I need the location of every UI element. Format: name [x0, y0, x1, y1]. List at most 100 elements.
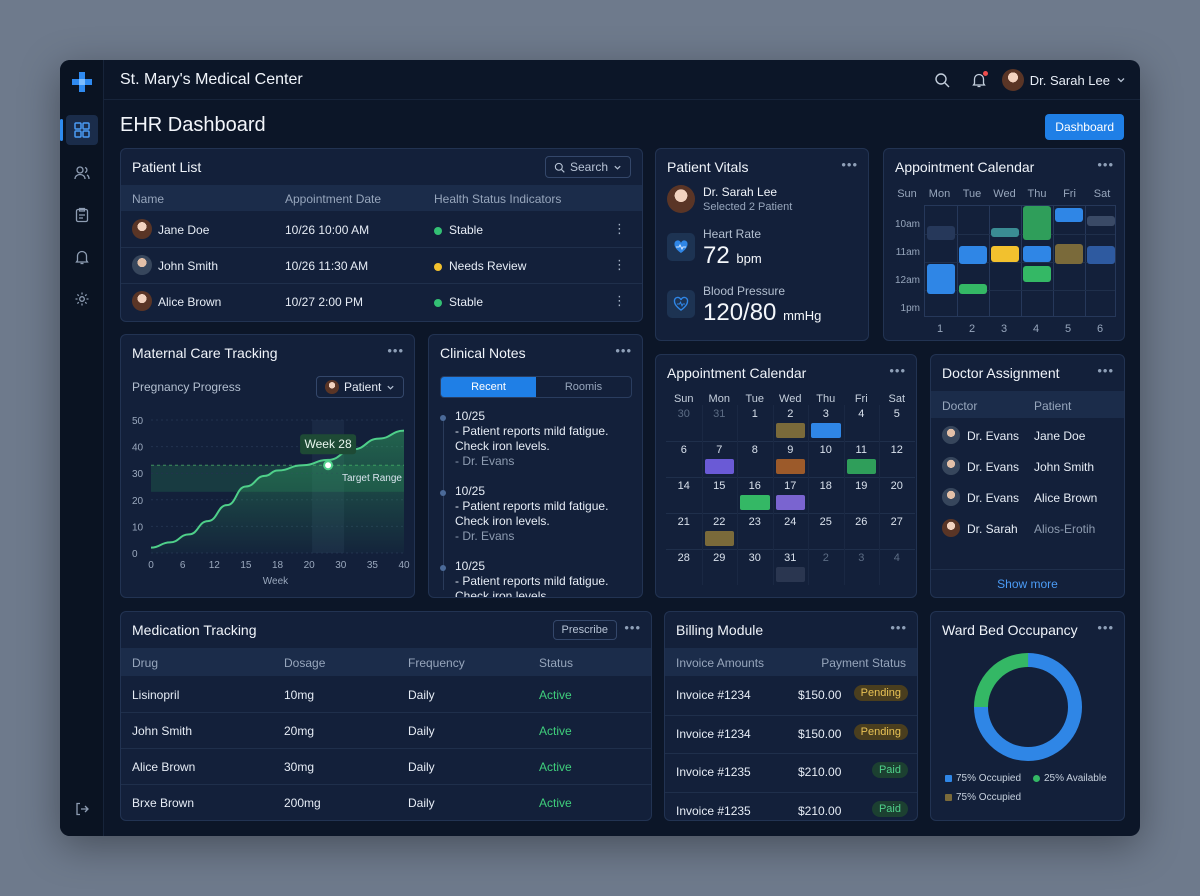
user-menu[interactable]: Dr. Sarah Lee — [1001, 68, 1126, 92]
more-options-icon[interactable]: ••• — [624, 620, 641, 635]
calendar-day[interactable]: 24 — [773, 513, 809, 549]
row-menu-icon[interactable]: ⋮ — [613, 221, 626, 236]
calendar-day[interactable]: 14 — [666, 477, 702, 513]
sidebar-item-records[interactable] — [66, 200, 98, 230]
note-item[interactable]: 10/25- Patient reports mild fatigue. Chec… — [455, 484, 640, 544]
calendar-event[interactable] — [1087, 246, 1115, 264]
table-row[interactable]: Lisinopril 10mg Daily Active — [121, 676, 651, 712]
calendar-day[interactable]: 12 — [879, 441, 915, 477]
calendar-day[interactable]: 27 — [879, 513, 915, 549]
calendar-event[interactable] — [811, 423, 841, 438]
calendar-event[interactable] — [1087, 216, 1115, 226]
calendar-event[interactable] — [846, 459, 876, 474]
table-row[interactable]: Alice Brown 30mg Daily Active — [121, 748, 651, 784]
calendar-day[interactable]: 3 — [808, 405, 844, 441]
more-options-icon[interactable]: ••• — [1097, 363, 1114, 378]
calendar-event[interactable] — [927, 264, 955, 294]
search-icon[interactable] — [932, 70, 952, 90]
calendar-event[interactable] — [927, 226, 955, 240]
notification-bell-icon[interactable] — [969, 70, 989, 90]
calendar-day[interactable]: 9 — [773, 441, 809, 477]
calendar-event[interactable] — [775, 495, 805, 510]
calendar-day[interactable]: 15 — [702, 477, 738, 513]
calendar-day[interactable]: 26 — [844, 513, 880, 549]
more-options-icon[interactable]: ••• — [841, 157, 858, 172]
patient-search-dropdown[interactable]: Search — [545, 156, 631, 178]
table-row[interactable]: Alice Brown 10/27 2:00 PM Stable ⋮ — [121, 283, 642, 319]
calendar-day[interactable]: 3 — [844, 549, 880, 585]
more-options-icon[interactable]: ••• — [615, 343, 632, 358]
calendar-event[interactable] — [991, 246, 1019, 262]
table-row[interactable]: Brxe Brown 200mg Daily Active — [121, 784, 651, 820]
calendar-day[interactable]: 16 — [737, 477, 773, 513]
sidebar-item-dashboard[interactable] — [60, 115, 98, 145]
more-options-icon[interactable]: ••• — [1097, 620, 1114, 635]
calendar-day[interactable]: 17 — [773, 477, 809, 513]
calendar-event[interactable] — [740, 495, 770, 510]
calendar-day[interactable]: 7 — [702, 441, 738, 477]
more-options-icon[interactable]: ••• — [387, 343, 404, 358]
sidebar-item-notifications[interactable] — [66, 242, 98, 272]
calendar-day[interactable]: 20 — [879, 477, 915, 513]
table-row[interactable]: Invoice #1234 $150.00 Pending — [665, 715, 917, 753]
more-options-icon[interactable]: ••• — [890, 620, 907, 635]
calendar-event[interactable] — [959, 246, 987, 264]
table-row[interactable]: John Smith 10/26 11:30 AM Needs Review ⋮ — [121, 247, 642, 283]
calendar-event[interactable] — [704, 531, 734, 546]
table-row[interactable]: Invoice #1235 $210.00 Paid — [665, 753, 917, 791]
sidebar-item-patients[interactable] — [66, 158, 98, 188]
calendar-event[interactable] — [1023, 206, 1051, 240]
calendar-day[interactable]: 30 — [737, 549, 773, 585]
donut-slice-available[interactable] — [974, 653, 1082, 761]
dashboard-button[interactable]: Dashboard — [1045, 114, 1124, 140]
table-row[interactable]: Dr. Sarah Alios-Erotih — [931, 513, 1124, 544]
table-row[interactable]: Invoice #1234 $150.00 Pending — [665, 676, 917, 714]
table-row[interactable]: Jane Doe 10/26 10:00 AM Stable ⋮ — [121, 211, 642, 247]
calendar-day[interactable]: 28 — [666, 549, 702, 585]
calendar-day[interactable]: 6 — [666, 441, 702, 477]
note-item[interactable]: 10/25- Patient reports mild fatigue. Chec… — [455, 409, 640, 469]
table-row[interactable]: Dr. Evans Jane Doe — [931, 420, 1124, 451]
more-options-icon[interactable]: ••• — [889, 363, 906, 378]
calendar-day[interactable]: 19 — [844, 477, 880, 513]
calendar-event[interactable] — [775, 567, 805, 582]
calendar-day[interactable]: 21 — [666, 513, 702, 549]
prescribe-button[interactable]: Prescribe — [552, 620, 617, 640]
show-more-link[interactable]: Show more — [997, 577, 1058, 591]
table-row[interactable]: Dr. Evans John Smith — [931, 451, 1124, 482]
calendar-day[interactable]: 10 — [808, 441, 844, 477]
row-menu-icon[interactable]: ⋮ — [613, 293, 626, 308]
row-menu-icon[interactable]: ⋮ — [613, 257, 626, 272]
calendar-day[interactable]: 8 — [737, 441, 773, 477]
sidebar-item-logout[interactable] — [66, 794, 98, 824]
table-row[interactable]: Invoice #1235 $210.00 Paid — [665, 792, 917, 821]
calendar-day[interactable]: 30 — [666, 405, 702, 441]
tab-recent[interactable]: Recent — [441, 377, 536, 397]
calendar-event[interactable] — [959, 284, 987, 294]
calendar-event[interactable] — [704, 459, 734, 474]
calendar-day[interactable]: 23 — [737, 513, 773, 549]
more-options-icon[interactable]: ••• — [1097, 157, 1114, 172]
calendar-day[interactable]: 29 — [702, 549, 738, 585]
table-row[interactable]: Dr. Evans Alice Brown — [931, 482, 1124, 513]
calendar-day[interactable]: 25 — [808, 513, 844, 549]
calendar-event[interactable] — [1055, 208, 1083, 222]
week-marker-point[interactable] — [323, 460, 334, 471]
calendar-event[interactable] — [775, 423, 805, 438]
sidebar-item-settings[interactable] — [66, 284, 98, 314]
calendar-event[interactable] — [991, 228, 1019, 237]
calendar-day[interactable]: 22 — [702, 513, 738, 549]
calendar-day[interactable]: 2 — [808, 549, 844, 585]
note-item[interactable]: 10/25- Patient reports mild fatigue. Chec… — [455, 559, 640, 597]
calendar-event[interactable] — [775, 459, 805, 474]
calendar-day[interactable]: 5 — [879, 405, 915, 441]
calendar-day[interactable]: 1 — [737, 405, 773, 441]
table-row[interactable]: John Smith 20mg Daily Active — [121, 712, 651, 748]
calendar-day[interactable]: 31 — [702, 405, 738, 441]
patient-select-dropdown[interactable]: Patient — [316, 376, 404, 398]
calendar-day[interactable]: 11 — [844, 441, 880, 477]
calendar-day[interactable]: 18 — [808, 477, 844, 513]
tab-roomis[interactable]: Roomis — [564, 381, 603, 393]
calendar-day[interactable]: 31 — [773, 549, 809, 585]
calendar-event[interactable] — [1023, 266, 1051, 282]
